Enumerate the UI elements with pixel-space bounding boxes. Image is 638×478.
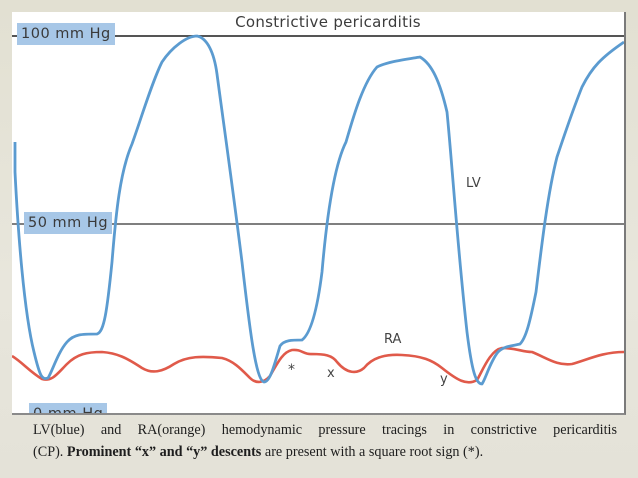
y-label-0: 0 mm Hg	[29, 403, 108, 413]
y-descent-label: y	[440, 372, 448, 387]
figure-caption: LV(blue) and RA(orange) hemodynamic pres…	[33, 420, 617, 463]
chart-panel: Constrictive pericarditis 100 mm Hg 50 m…	[12, 12, 626, 415]
x-descent-label: x	[327, 366, 335, 381]
y-label-50: 50 mm Hg	[24, 212, 113, 234]
caption-line-1: LV(blue) and RA(orange) hemodynamic pres…	[33, 422, 617, 438]
lv-label: LV	[466, 176, 481, 191]
caption-prefix: (CP).	[33, 443, 67, 460]
ra-label: RA	[384, 332, 402, 347]
chart-title: Constrictive pericarditis	[235, 13, 421, 31]
y-label-100: 100 mm Hg	[17, 23, 115, 45]
caption-emphasis: Prominent “x” and “y” descents	[66, 443, 262, 460]
caption-suffix: are present with a square root sign (*).	[261, 443, 484, 460]
square-root-sign-marker: *	[288, 362, 295, 378]
caption-line-2: (CP). Prominent “x” and “y” descents are…	[33, 444, 483, 460]
lv-trace	[13, 34, 624, 386]
ra-trace	[12, 346, 624, 384]
